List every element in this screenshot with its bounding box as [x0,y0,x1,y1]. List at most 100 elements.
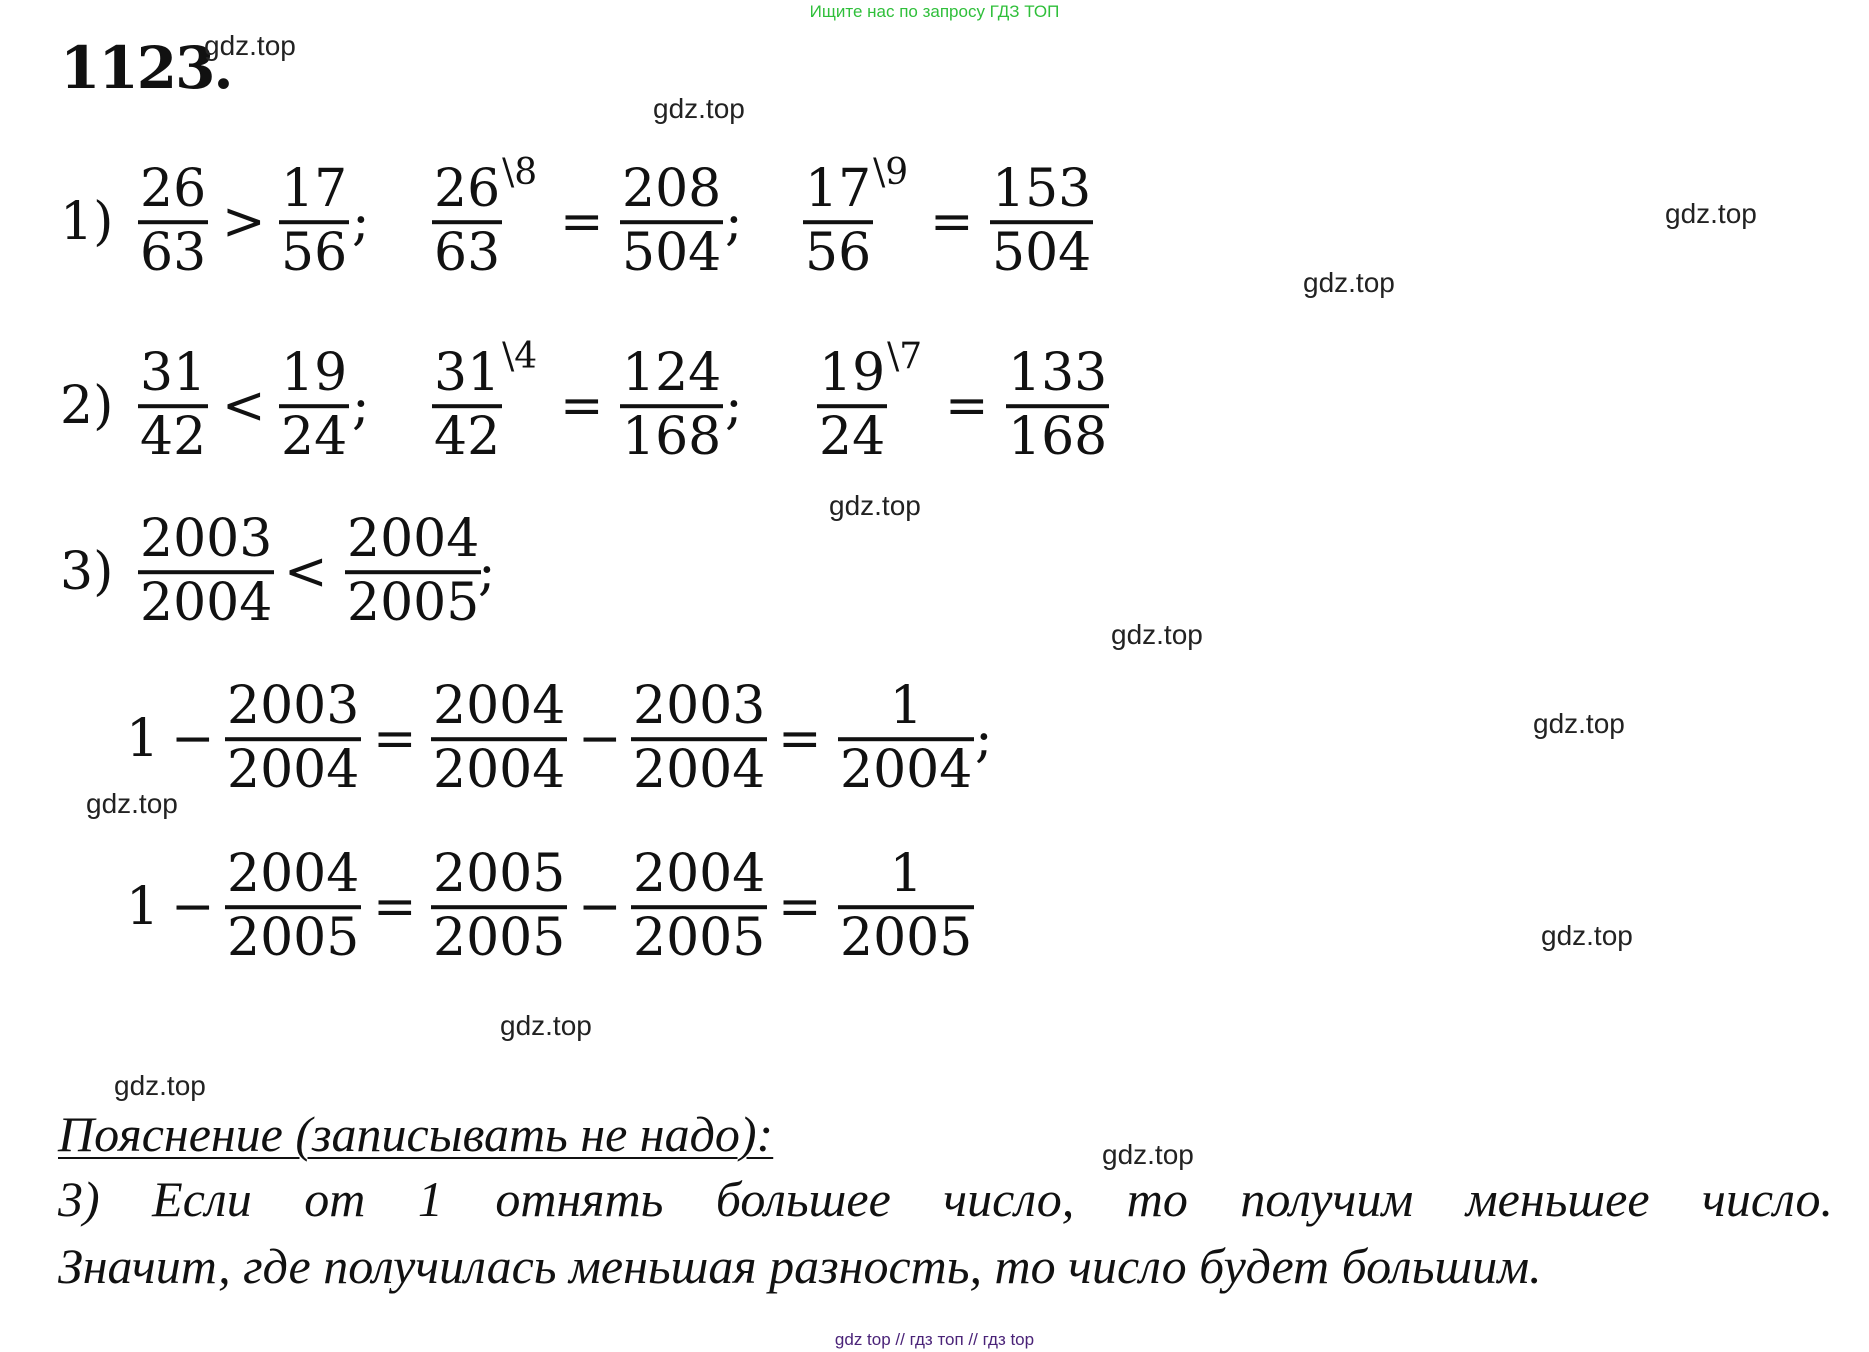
fraction-bar [225,737,362,741]
numerator-value: 2004 [227,844,360,905]
footer-banner: gdz top // гдз топ // гдз top [834,1330,1035,1349]
fraction: 133 168 [1006,343,1110,468]
watermark: gdz.top [1533,708,1625,739]
fraction-bar [279,404,350,408]
watermark: gdz.top [1111,619,1203,650]
numerator-value: 17 [281,159,348,220]
numerator-value: 2004 [347,509,480,570]
denominator: 2005 [433,908,566,968]
numerator-value: 124 [622,343,722,404]
fraction-bar [431,737,568,741]
math-symbol: < [284,542,328,602]
math-symbol: 1 [126,877,160,937]
denominator: 2004 [433,740,566,800]
numerator: 2003 [225,676,361,737]
fraction: 26 63 [138,159,209,284]
math-symbol: − [578,709,622,769]
math-symbol: = [373,709,417,769]
explanation-line-2: Значит, где получилась меньшая разность,… [58,1238,1542,1294]
numerator: 124 [620,343,723,404]
fraction-bar [620,404,724,408]
task-number: 1123. [60,34,234,102]
denominator: 56 [281,223,348,283]
denominator: 504 [992,223,1092,283]
fraction-bar [631,905,768,909]
math-symbol: 1) [60,192,114,252]
fraction-bar [432,404,503,408]
numerator: 17 \9 [803,152,908,220]
watermark: gdz.top [829,490,921,521]
numerator: 19 \7 [817,336,922,404]
numerator-value: 1 [889,676,923,737]
math-symbol: ; [352,192,370,252]
watermark: gdz.top [114,1070,206,1101]
fraction: 1 2004 [838,676,975,801]
math-symbol: ; [975,709,993,769]
numerator-value: 208 [622,159,722,220]
fraction-bar [225,905,362,909]
numerator: 31 \4 [432,336,537,404]
fraction-bar [803,220,874,224]
math-symbol: = [778,709,822,769]
fraction-bar [838,737,975,741]
numerator: 31 [138,343,208,404]
numerator: 2004 [631,844,767,905]
fraction-bar [817,404,888,408]
extra-factor: \7 [887,336,923,378]
fraction-bar [990,220,1094,224]
fraction: 17 \9 56 [803,152,908,284]
fraction: 2004 2005 [631,844,768,969]
watermark: gdz.top [1541,920,1633,951]
numerator-value: 2004 [433,676,566,737]
fraction: 2003 2004 [138,509,275,634]
numerator: 26 [138,159,208,220]
fraction-bar [138,570,275,574]
math-symbol: − [171,877,215,937]
math-symbol: ; [725,192,743,252]
fraction: 19 24 [279,343,350,468]
numerator-value: 19 [281,343,348,404]
extra-factor: \9 [873,152,909,194]
math-symbol: 3) [60,542,114,602]
numerator-value: 31 [434,343,501,404]
denominator: 63 [140,223,207,283]
math-symbol: < [222,376,266,436]
fraction: 26 \8 63 [432,152,537,284]
numerator: 2004 [345,509,481,570]
watermark: gdz.top [204,30,296,61]
denominator: 504 [622,223,722,283]
math-symbol: = [373,877,417,937]
math-symbol: 1 [126,709,160,769]
numerator-value: 133 [1008,343,1108,404]
fraction: 124 168 [620,343,724,468]
numerator-value: 2003 [227,676,360,737]
watermark: gdz.top [653,93,745,124]
numerator-value: 2003 [140,509,273,570]
numerator: 26 \8 [432,152,537,220]
numerator: 1 [888,676,925,737]
fraction: 2004 2004 [431,676,568,801]
denominator: 2005 [227,908,360,968]
math-symbol: ; [725,376,743,436]
denominator: 24 [281,407,348,467]
denominator: 2004 [633,740,766,800]
denominator: 63 [434,223,501,283]
denominator: 2005 [633,908,766,968]
math-symbol: 2) [60,376,114,436]
denominator: 42 [434,407,501,467]
numerator: 1 [888,844,925,905]
search-banner: Ищите нас по запросу ГДЗ ТОП [809,2,1060,21]
denominator: 2004 [227,740,360,800]
numerator: 208 [620,159,723,220]
numerator: 2004 [431,676,567,737]
numerator-value: 153 [992,159,1092,220]
denominator: 168 [622,407,722,467]
numerator: 2003 [631,676,767,737]
numerator-value: 2005 [433,844,566,905]
fraction: 1 2005 [838,844,975,969]
watermark: gdz.top [500,1010,592,1041]
numerator-value: 2003 [633,676,766,737]
denominator: 2004 [840,740,973,800]
explanation-line-1: 3) Если от 1 отнять большее число, то по… [58,1171,1833,1227]
math-symbol: = [778,877,822,937]
